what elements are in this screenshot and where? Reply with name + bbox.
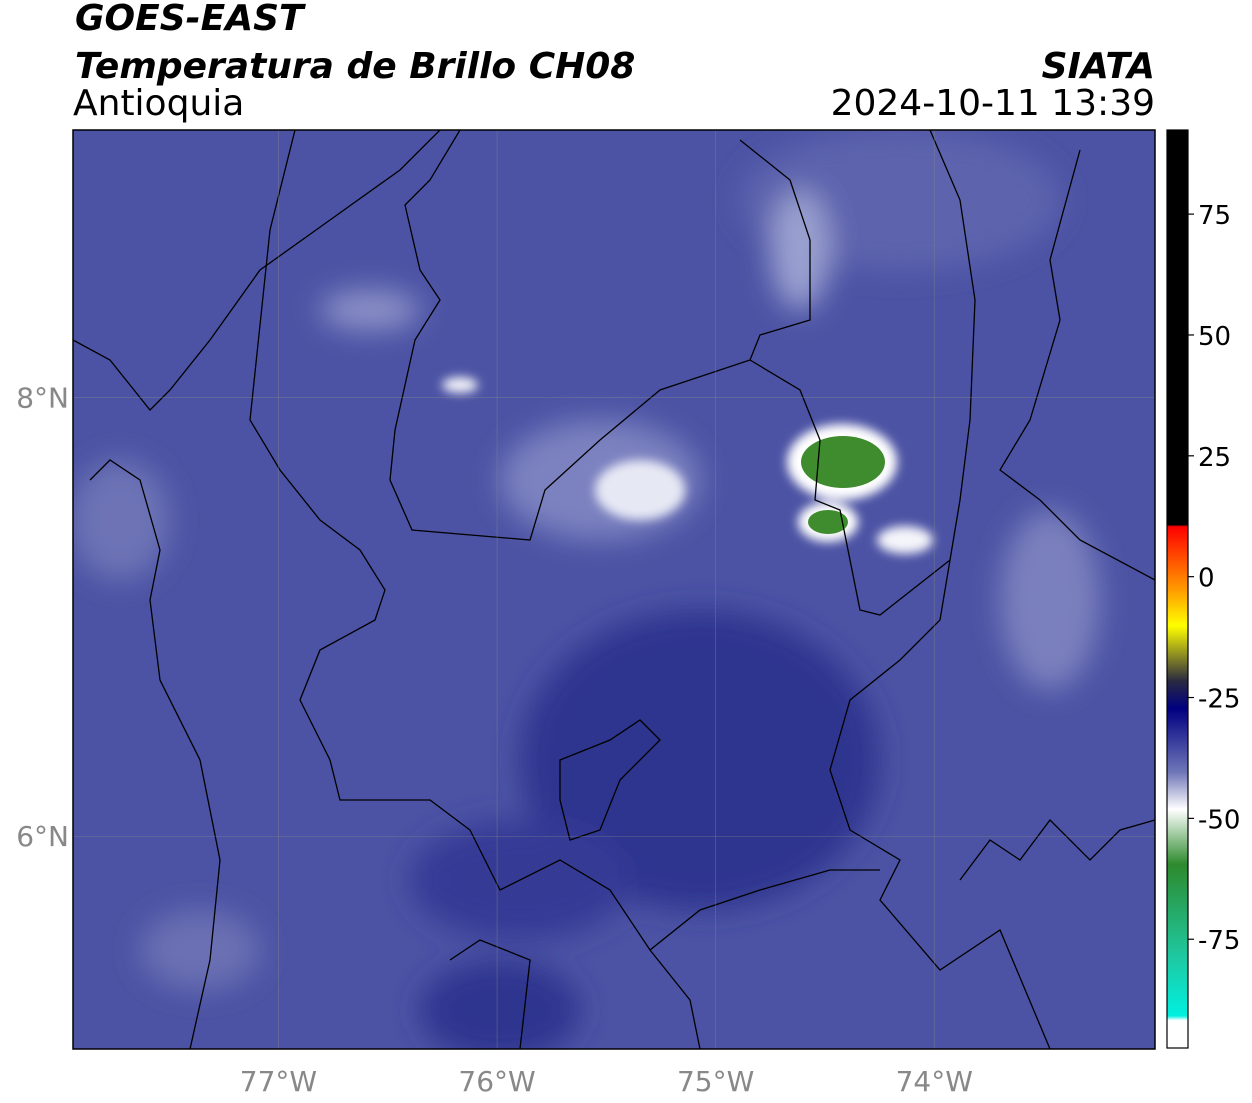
colorbar-tick-label: 50 <box>1198 322 1231 352</box>
x-tick-label: 75°W <box>677 1065 754 1098</box>
y-tick-label: 6°N <box>16 820 69 853</box>
y-tick-label: 8°N <box>16 382 69 415</box>
colorbar-tick-label: 25 <box>1198 443 1231 473</box>
x-tick-label: 77°W <box>240 1065 317 1098</box>
title: GOES-EAST <box>75 0 306 39</box>
map-frame <box>72 129 1156 1050</box>
map-image <box>73 130 1155 1049</box>
colorbar-tick-label: 75 <box>1198 201 1231 231</box>
source: SIATA <box>1042 46 1155 87</box>
x-tick-label: 74°W <box>896 1065 973 1098</box>
region: Antioquia <box>73 83 244 124</box>
colorbar-tick-label: -75 <box>1198 926 1240 956</box>
subtitle: Temperatura de Brillo CH08 <box>75 46 635 87</box>
colorbar-tick-label: -50 <box>1198 805 1240 835</box>
colorbar-tick-label: 0 <box>1198 564 1215 594</box>
grid <box>73 130 1155 1049</box>
x-tick-label: 76°W <box>458 1065 535 1098</box>
colorbar-tick-label: -25 <box>1198 685 1240 715</box>
colorbar <box>1166 129 1189 1049</box>
datetime: 2024-10-11 13:39 <box>831 83 1155 124</box>
